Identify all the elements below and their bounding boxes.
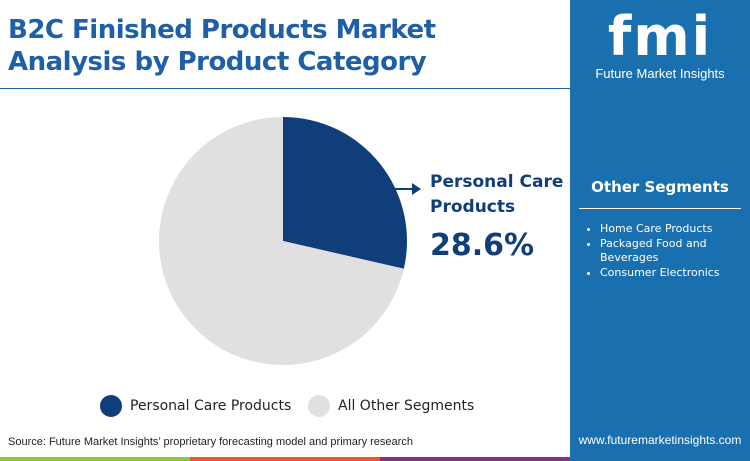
arrow-icon xyxy=(392,183,421,195)
legend-swatch xyxy=(100,395,122,417)
footer-bar-orange xyxy=(190,457,380,461)
legend-swatch xyxy=(308,395,330,417)
footer-bar-purple xyxy=(380,457,570,461)
legend-item-personal-care: Personal Care Products xyxy=(100,395,291,417)
website-link[interactable]: www.futuremarketinsights.com xyxy=(578,433,742,447)
footer-bar-green xyxy=(0,457,190,461)
other-segments-heading: Other Segments xyxy=(591,178,729,196)
pie-slice-1 xyxy=(159,117,404,365)
other-segments-list: Home Care Products Packaged Food and Bev… xyxy=(584,222,720,280)
list-item: Home Care Products xyxy=(600,222,720,237)
pie-chart xyxy=(159,117,407,365)
callout-label: Personal Care Products xyxy=(430,172,564,217)
list-item: Consumer Electronics xyxy=(600,266,720,281)
legend-item-other: All Other Segments xyxy=(308,395,474,417)
list-item: Packaged Food and Beverages xyxy=(600,237,720,266)
chart-title: B2C Finished Products Market Analysis by … xyxy=(8,15,436,77)
divider xyxy=(579,208,741,209)
fmi-logo: fmi Future Market Insights xyxy=(595,5,725,82)
sidebar: fmi Future Market Insights Other Segments… xyxy=(570,0,750,461)
source-note: Source: Future Market Insights’ propriet… xyxy=(8,436,413,448)
pie-slice-0 xyxy=(283,117,407,269)
title-divider xyxy=(0,88,570,89)
callout-value: 28.6% xyxy=(430,228,535,263)
